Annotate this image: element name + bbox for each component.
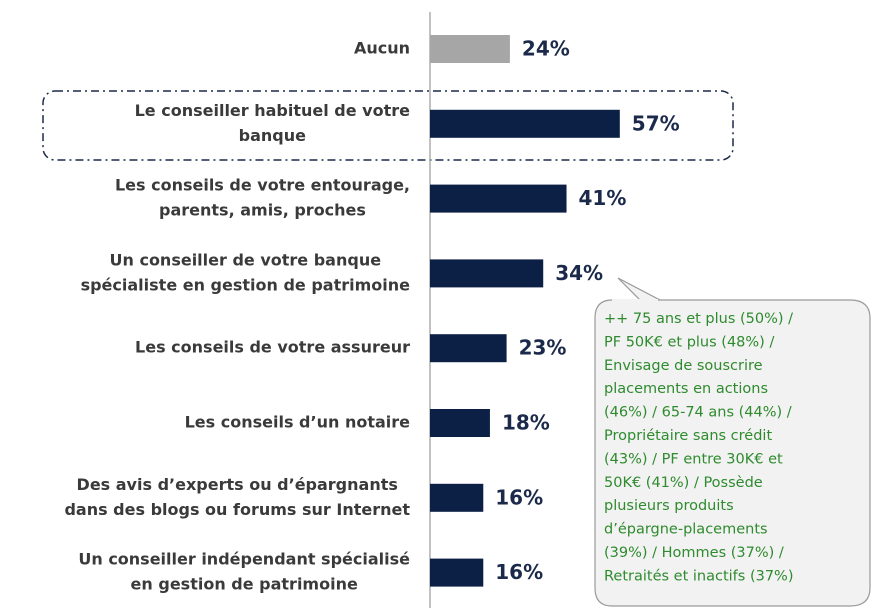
annotation-line: Retraités et inactifs (37%) [604, 568, 794, 584]
value-label: 34% [555, 261, 603, 285]
annotation-line: d’épargne-placements [604, 522, 768, 538]
category-label: Le conseiller habituel de votre [135, 101, 411, 120]
bar [430, 483, 484, 512]
bar [430, 184, 567, 213]
annotation-line: Propriétaire sans crédit [604, 428, 772, 444]
category-label: banque [239, 126, 306, 145]
bar [430, 409, 490, 437]
annotation-line: (39%) / Hommes (37%) / [604, 545, 784, 561]
category-label: Les conseils de votre assureur [135, 338, 410, 357]
annotation-line: placements en actions [604, 381, 768, 397]
bar [430, 259, 544, 288]
category-label: parents, amis, proches [159, 201, 366, 220]
annotation-line: 50K€ (41%) / Possède [604, 475, 763, 491]
category-label: Un conseiller indépendant spécialisé [78, 550, 410, 569]
annotation-line: (43%) / PF entre 30K€ et [604, 451, 783, 467]
value-label: 18% [502, 411, 550, 435]
annotation-line: plusieurs produits [604, 498, 734, 514]
value-label: 41% [579, 186, 627, 210]
category-label: Des avis d’experts ou d’épargnants [77, 475, 398, 494]
category-label: Les conseils de votre entourage, [115, 176, 410, 195]
category-label: Un conseiller de votre banque [110, 250, 382, 269]
value-label: 57% [632, 111, 680, 135]
category-label: spécialiste en gestion de patrimoine [81, 275, 411, 294]
category-label: en gestion de patrimoine [131, 575, 358, 594]
annotation-line: (46%) / 65-74 ans (44%) / [604, 405, 792, 421]
value-label: 24% [522, 37, 570, 61]
bar [430, 334, 507, 363]
bar [430, 109, 620, 138]
annotation-line: ++ 75 ans et plus (50%) / [604, 311, 793, 327]
value-label: 23% [519, 336, 567, 360]
annotation-line: PF 50K€ et plus (48%) / [604, 334, 774, 350]
value-label: 16% [495, 485, 543, 509]
annotation-line: Envisage de souscrire [604, 358, 763, 374]
callout-joint [612, 299, 658, 302]
bar [430, 558, 484, 587]
bar [430, 35, 510, 63]
category-label: Les conseils d’un notaire [185, 413, 411, 432]
category-label: Aucun [354, 39, 410, 58]
highlight-box [42, 90, 734, 161]
callout-bubble [594, 277, 871, 607]
value-label: 16% [495, 560, 543, 584]
category-label: dans des blogs ou forums sur Internet [64, 500, 410, 519]
